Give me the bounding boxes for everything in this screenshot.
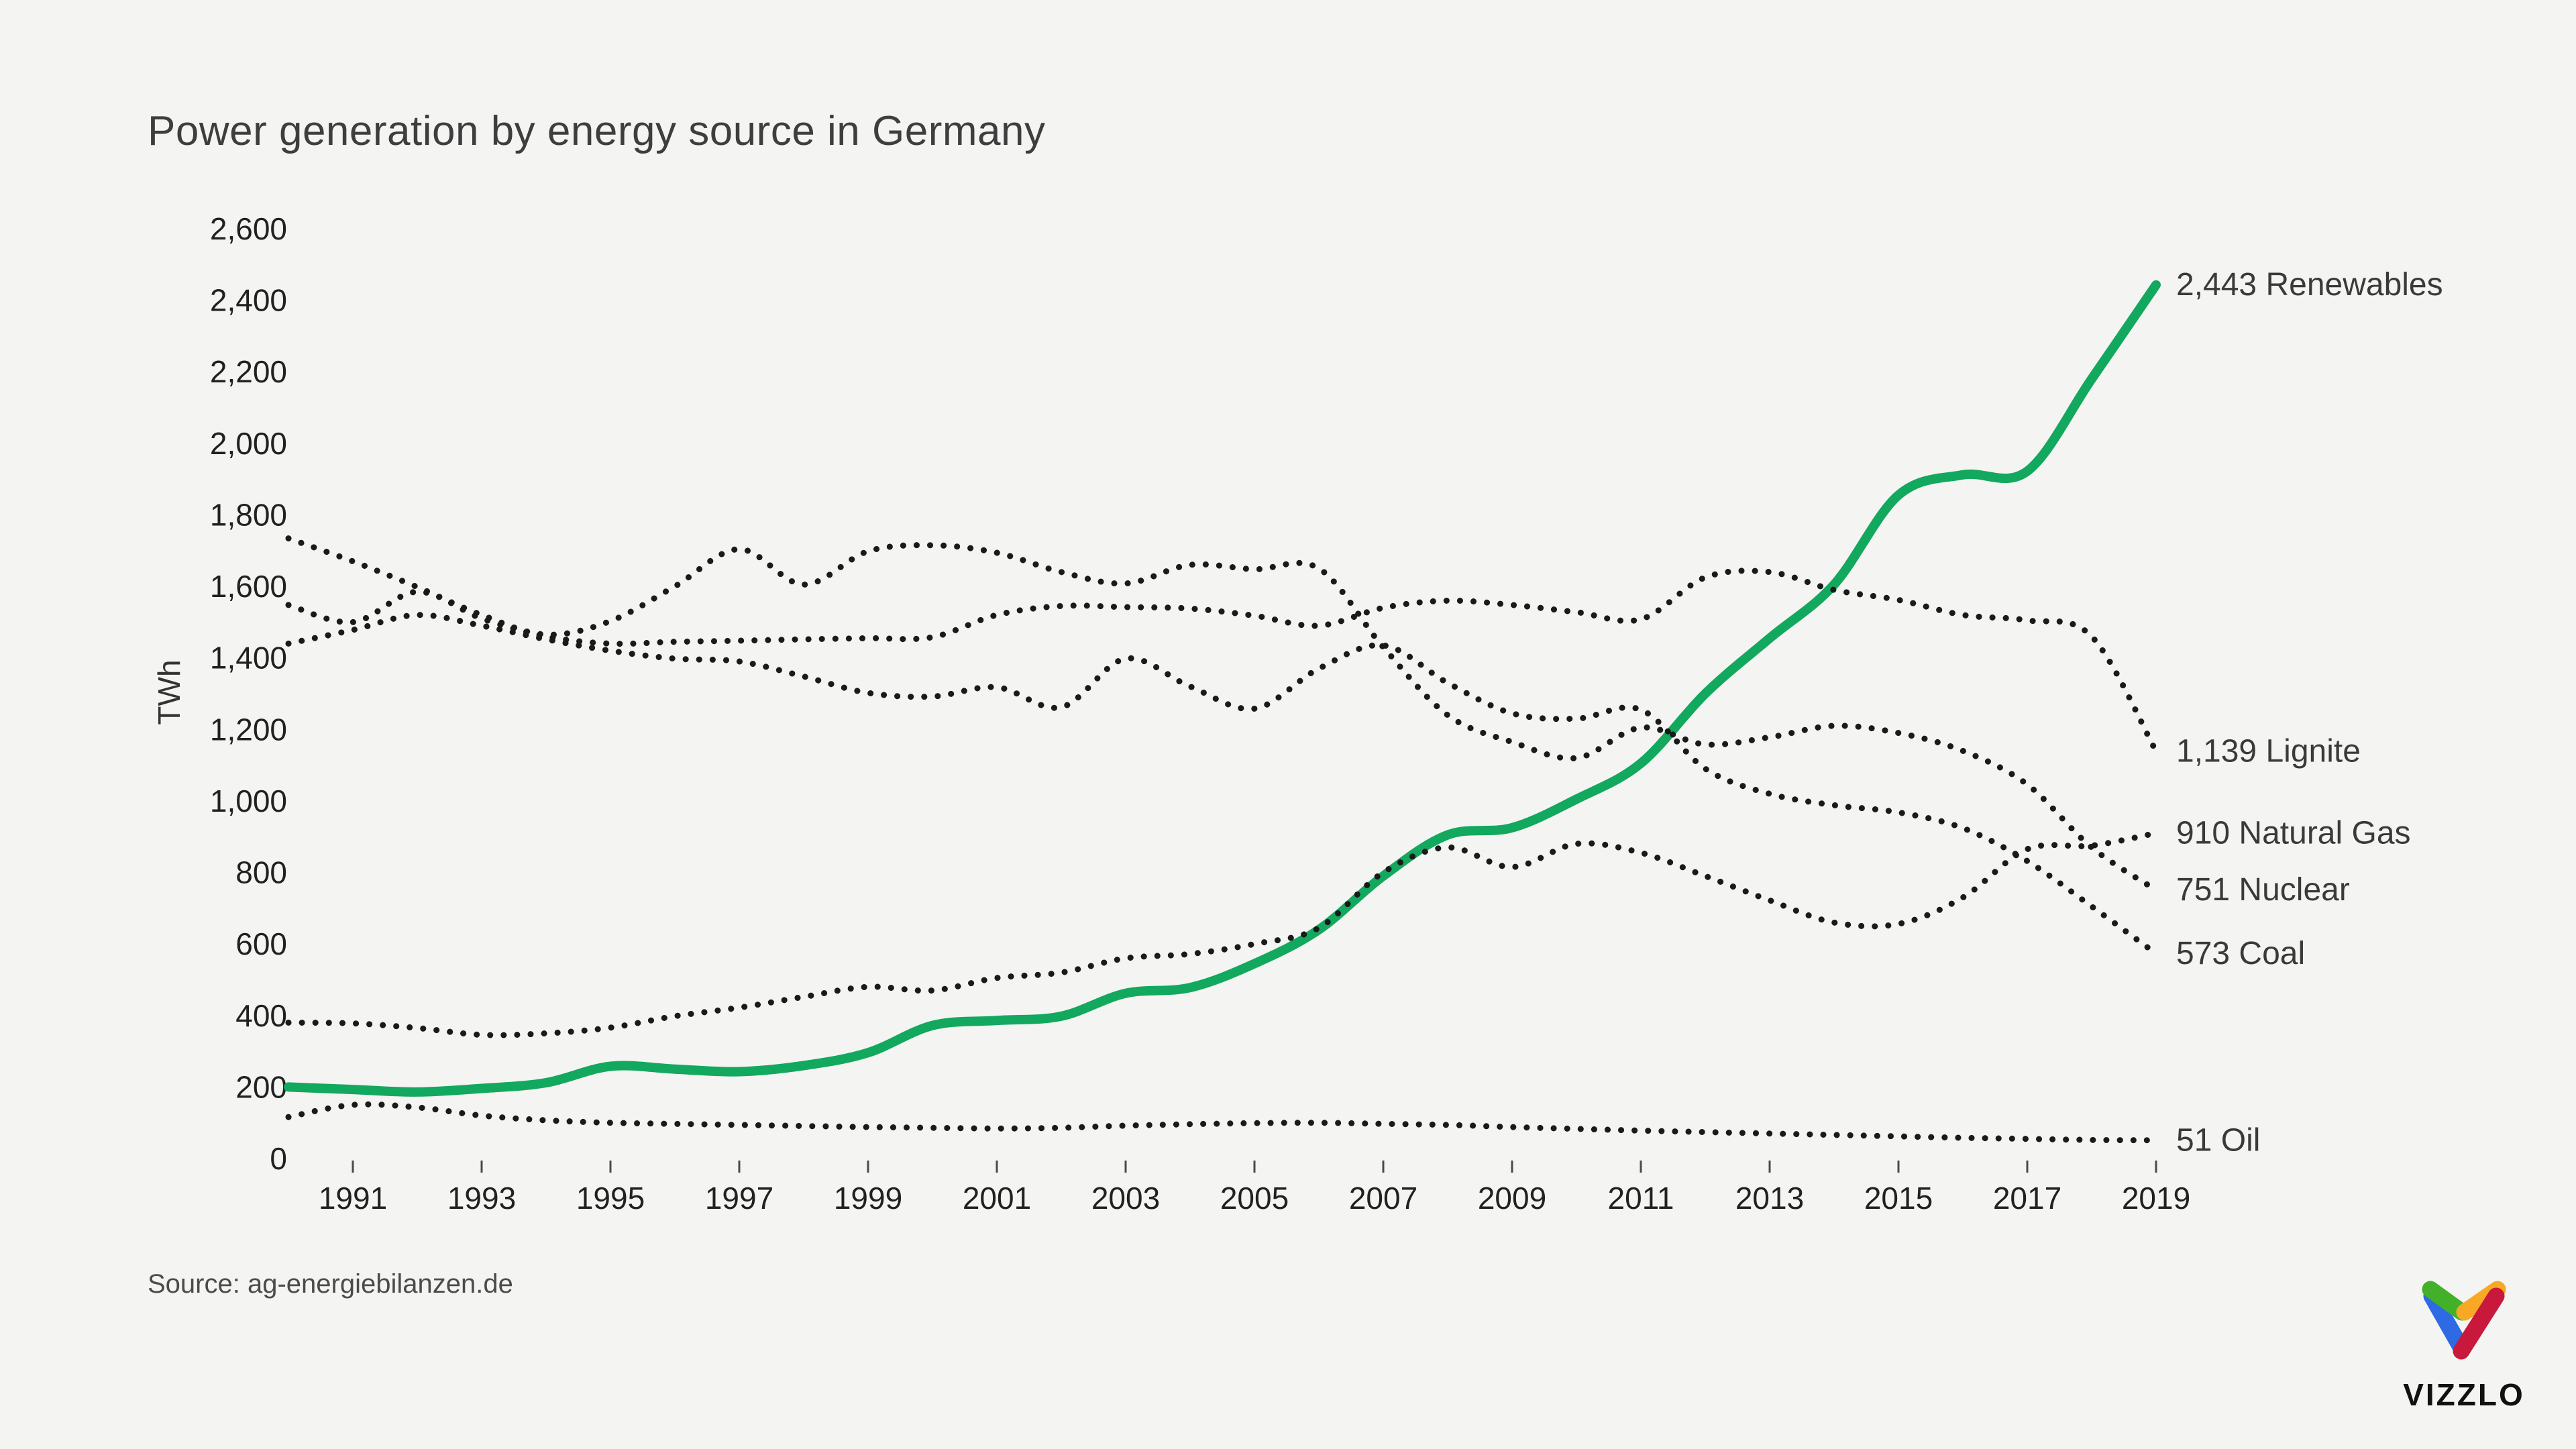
series-line-renewables bbox=[284, 280, 2161, 1097]
y-axis-tick-label: 600 bbox=[235, 926, 287, 961]
series-line-nuclear bbox=[285, 535, 2159, 894]
vizzlo-logo: VIZZLO bbox=[2383, 1272, 2544, 1426]
logo-blue-stroke bbox=[2423, 1287, 2469, 1354]
y-axis-tick-label: 400 bbox=[235, 998, 287, 1033]
y-axis-tick-label: 2,600 bbox=[210, 211, 287, 246]
x-axis-tick-label: 2009 bbox=[1478, 1181, 1546, 1216]
series-line-lignite bbox=[285, 568, 2159, 755]
x-axis-tick-label: 2019 bbox=[2122, 1181, 2190, 1216]
x-axis-tick-label: 2003 bbox=[1091, 1181, 1160, 1216]
logo-red-stroke bbox=[2453, 1287, 2505, 1360]
series-end-label-oil: 51 Oil bbox=[2176, 1122, 2260, 1158]
y-axis-tick-label: 1,200 bbox=[210, 712, 287, 747]
vizzlo-logo-icon bbox=[2422, 1281, 2506, 1360]
x-axis-tick-label: 2013 bbox=[1735, 1181, 1804, 1216]
series-end-label-renewables: 2,443 Renewables bbox=[2176, 267, 2443, 303]
x-axis-tick-label: 1997 bbox=[705, 1181, 773, 1216]
series-end-label-lignite: 1,139 Lignite bbox=[2176, 733, 2361, 769]
y-axis-tick-label: 2,000 bbox=[210, 426, 287, 461]
x-axis-tick-label: 2015 bbox=[1864, 1181, 1933, 1216]
series-end-label-nuclear: 751 Nuclear bbox=[2176, 872, 2350, 908]
y-axis-tick-label: 1,000 bbox=[210, 784, 287, 818]
y-axis-tick-label: 1,800 bbox=[210, 497, 287, 532]
x-axis-tick-label: 1993 bbox=[447, 1181, 516, 1216]
logo-green-stroke bbox=[2422, 1281, 2471, 1321]
x-axis-tick-label: 2001 bbox=[963, 1181, 1031, 1216]
y-axis-tick-label: 200 bbox=[235, 1069, 287, 1104]
y-axis-tick-label: 0 bbox=[270, 1141, 287, 1176]
x-axis-tick-label: 1999 bbox=[834, 1181, 902, 1216]
series-end-label-coal: 573 Coal bbox=[2176, 936, 2305, 971]
y-axis-tick-label: 1,400 bbox=[210, 641, 287, 676]
x-axis-tick-label: 2007 bbox=[1349, 1181, 1417, 1216]
series-line-coal bbox=[285, 612, 2159, 957]
source-note: Source: ag-energiebilanzen.de bbox=[148, 1269, 513, 1299]
x-axis-tick-label: 2011 bbox=[1608, 1181, 1674, 1216]
x-axis-tick-label: 2017 bbox=[1993, 1181, 2061, 1216]
series-line-natural-gas bbox=[285, 830, 2159, 1038]
y-axis-tick-label: 2,200 bbox=[210, 354, 287, 389]
y-axis-tick-label: 1,600 bbox=[210, 569, 287, 604]
y-axis-title: TWh bbox=[152, 659, 186, 724]
series-line-oil bbox=[285, 1101, 2159, 1144]
x-axis-tick-label: 1995 bbox=[576, 1181, 645, 1216]
page-title: Power generation by energy source in Ger… bbox=[148, 108, 1046, 154]
vizzlo-wordmark: VIZZLO bbox=[2403, 1377, 2525, 1412]
series-end-label-natural-gas: 910 Natural Gas bbox=[2176, 815, 2411, 851]
x-axis-tick-label: 1991 bbox=[319, 1181, 387, 1216]
y-axis-tick-label: 2,400 bbox=[210, 283, 287, 318]
y-axis-tick-label: 800 bbox=[235, 855, 287, 890]
x-axis-tick-label: 2005 bbox=[1220, 1181, 1289, 1216]
